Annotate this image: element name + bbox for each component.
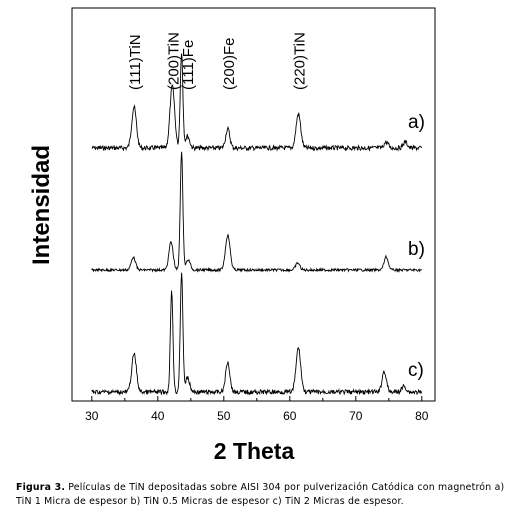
xrd-chart: 30 40 50 60 70 80 (111)TiN (200)TiN(111)Fe (200…	[28, 7, 436, 464]
series-label: b)	[408, 239, 425, 260]
peak-annotation: (220)TiN	[291, 32, 308, 90]
x-axis-ticks: 30 40 50 60 70 80	[85, 396, 429, 423]
x-tick-label: 40	[151, 409, 165, 423]
y-axis-label: Intensidad	[28, 145, 55, 265]
trace-series-3	[91, 272, 423, 396]
diffraction-traces	[91, 53, 423, 396]
plot-frame	[71, 7, 436, 402]
x-tick-label: 50	[217, 409, 231, 423]
series-labels: a) b) c)	[408, 112, 425, 381]
x-tick-label: 80	[415, 409, 429, 423]
peak-annotation: (111)TiN	[127, 34, 144, 90]
figure-caption: Figura 3. Películas de TiN depositadas s…	[16, 481, 508, 509]
caption-text: Películas de TiN depositadas sobre AISI …	[16, 482, 505, 507]
x-tick-label: 70	[349, 409, 363, 423]
peak-annotation: (111)Fe	[180, 40, 197, 90]
peak-annotation: (200)Fe	[221, 37, 238, 90]
peak-annotations: (111)TiN (200)TiN(111)Fe (200)Fe (220)TiN	[127, 32, 308, 90]
peak-annotation: (200)TiN	[165, 32, 182, 90]
x-tick-label: 60	[283, 409, 297, 423]
x-tick-label: 30	[85, 409, 99, 423]
trace-series-2	[91, 151, 423, 273]
caption-label: Figura 3.	[16, 482, 66, 493]
series-label: a)	[408, 112, 425, 133]
x-axis-label: 2 Theta	[214, 438, 295, 464]
series-label: c)	[408, 360, 424, 381]
trace-series-1	[91, 53, 423, 152]
